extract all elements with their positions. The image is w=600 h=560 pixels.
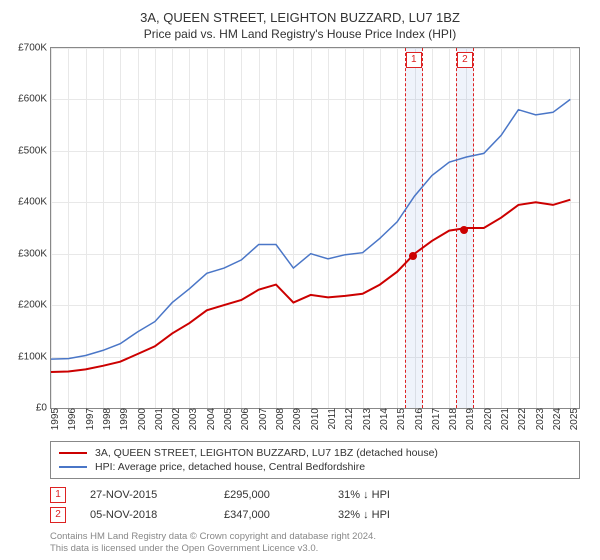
sales-row: 1 27-NOV-2015 £295,000 31% ↓ HPI bbox=[50, 485, 580, 505]
x-axis-tick: 2000 bbox=[134, 408, 148, 430]
legend-label: HPI: Average price, detached house, Cent… bbox=[95, 461, 365, 473]
legend-swatch bbox=[59, 466, 87, 468]
legend-item: 3A, QUEEN STREET, LEIGHTON BUZZARD, LU7 … bbox=[59, 446, 571, 460]
x-axis-tick: 1996 bbox=[64, 408, 78, 430]
x-axis-tick: 2008 bbox=[272, 408, 286, 430]
sale-marker bbox=[409, 252, 417, 260]
x-axis-tick: 2005 bbox=[220, 408, 234, 430]
x-axis-tick: 1999 bbox=[116, 408, 130, 430]
x-axis-tick: 2023 bbox=[532, 408, 546, 430]
x-axis-tick: 2007 bbox=[255, 408, 269, 430]
x-axis-tick: 2021 bbox=[497, 408, 511, 430]
x-axis-tick: 2016 bbox=[411, 408, 425, 430]
y-axis-tick: £700K bbox=[18, 43, 51, 54]
page-subtitle: Price paid vs. HM Land Registry's House … bbox=[0, 25, 600, 47]
sales-table: 1 27-NOV-2015 £295,000 31% ↓ HPI 2 05-NOV-201… bbox=[50, 485, 580, 525]
y-axis-tick: £100K bbox=[18, 351, 51, 362]
footer-line-1: Contains HM Land Registry data © Crown c… bbox=[50, 531, 580, 543]
price-chart: £0£100K£200K£300K£400K£500K£600K£700K199… bbox=[50, 47, 580, 409]
x-axis-tick: 2017 bbox=[428, 408, 442, 430]
x-axis-tick: 2012 bbox=[341, 408, 355, 430]
sales-row-index: 2 bbox=[50, 507, 66, 523]
sales-row-index: 1 bbox=[50, 487, 66, 503]
legend-item: HPI: Average price, detached house, Cent… bbox=[59, 460, 571, 474]
x-axis-tick: 2022 bbox=[514, 408, 528, 430]
y-axis-tick: £200K bbox=[18, 300, 51, 311]
sales-row-date: 05-NOV-2018 bbox=[90, 509, 200, 521]
x-axis-tick: 2009 bbox=[289, 408, 303, 430]
y-axis-tick: £300K bbox=[18, 248, 51, 259]
sales-row-date: 27-NOV-2015 bbox=[90, 489, 200, 501]
x-axis-tick: 1997 bbox=[82, 408, 96, 430]
x-axis-tick: 1995 bbox=[47, 408, 61, 430]
chart-lines bbox=[51, 48, 579, 408]
x-axis-tick: 2003 bbox=[185, 408, 199, 430]
footer-attribution: Contains HM Land Registry data © Crown c… bbox=[50, 531, 580, 556]
x-axis-tick: 2015 bbox=[393, 408, 407, 430]
chart-legend: 3A, QUEEN STREET, LEIGHTON BUZZARD, LU7 … bbox=[50, 441, 580, 479]
x-axis-tick: 2002 bbox=[168, 408, 182, 430]
legend-label: 3A, QUEEN STREET, LEIGHTON BUZZARD, LU7 … bbox=[95, 447, 438, 459]
x-axis-tick: 2025 bbox=[566, 408, 580, 430]
y-axis-tick: £400K bbox=[18, 197, 51, 208]
y-axis-tick: £600K bbox=[18, 94, 51, 105]
x-axis-tick: 2018 bbox=[445, 408, 459, 430]
footer-line-2: This data is licensed under the Open Gov… bbox=[50, 543, 580, 555]
y-axis-tick: £500K bbox=[18, 145, 51, 156]
x-axis-tick: 2013 bbox=[359, 408, 373, 430]
sales-row-price: £347,000 bbox=[224, 509, 314, 521]
sales-row: 2 05-NOV-2018 £347,000 32% ↓ HPI bbox=[50, 505, 580, 525]
series-hpi bbox=[51, 99, 570, 359]
sales-row-pct: 31% ↓ HPI bbox=[338, 489, 438, 501]
sales-row-pct: 32% ↓ HPI bbox=[338, 509, 438, 521]
x-axis-tick: 2020 bbox=[480, 408, 494, 430]
series-property_price bbox=[51, 200, 570, 372]
x-axis-tick: 2001 bbox=[151, 408, 165, 430]
x-axis-tick: 2014 bbox=[376, 408, 390, 430]
x-axis-tick: 2019 bbox=[462, 408, 476, 430]
sales-row-price: £295,000 bbox=[224, 489, 314, 501]
x-axis-tick: 1998 bbox=[99, 408, 113, 430]
x-axis-tick: 2011 bbox=[324, 408, 338, 430]
x-axis-tick: 2004 bbox=[203, 408, 217, 430]
page-title: 3A, QUEEN STREET, LEIGHTON BUZZARD, LU7 … bbox=[0, 0, 600, 25]
x-axis-tick: 2010 bbox=[307, 408, 321, 430]
x-axis-tick: 2024 bbox=[549, 408, 563, 430]
x-axis-tick: 2006 bbox=[237, 408, 251, 430]
legend-swatch bbox=[59, 452, 87, 454]
sale-marker bbox=[460, 226, 468, 234]
